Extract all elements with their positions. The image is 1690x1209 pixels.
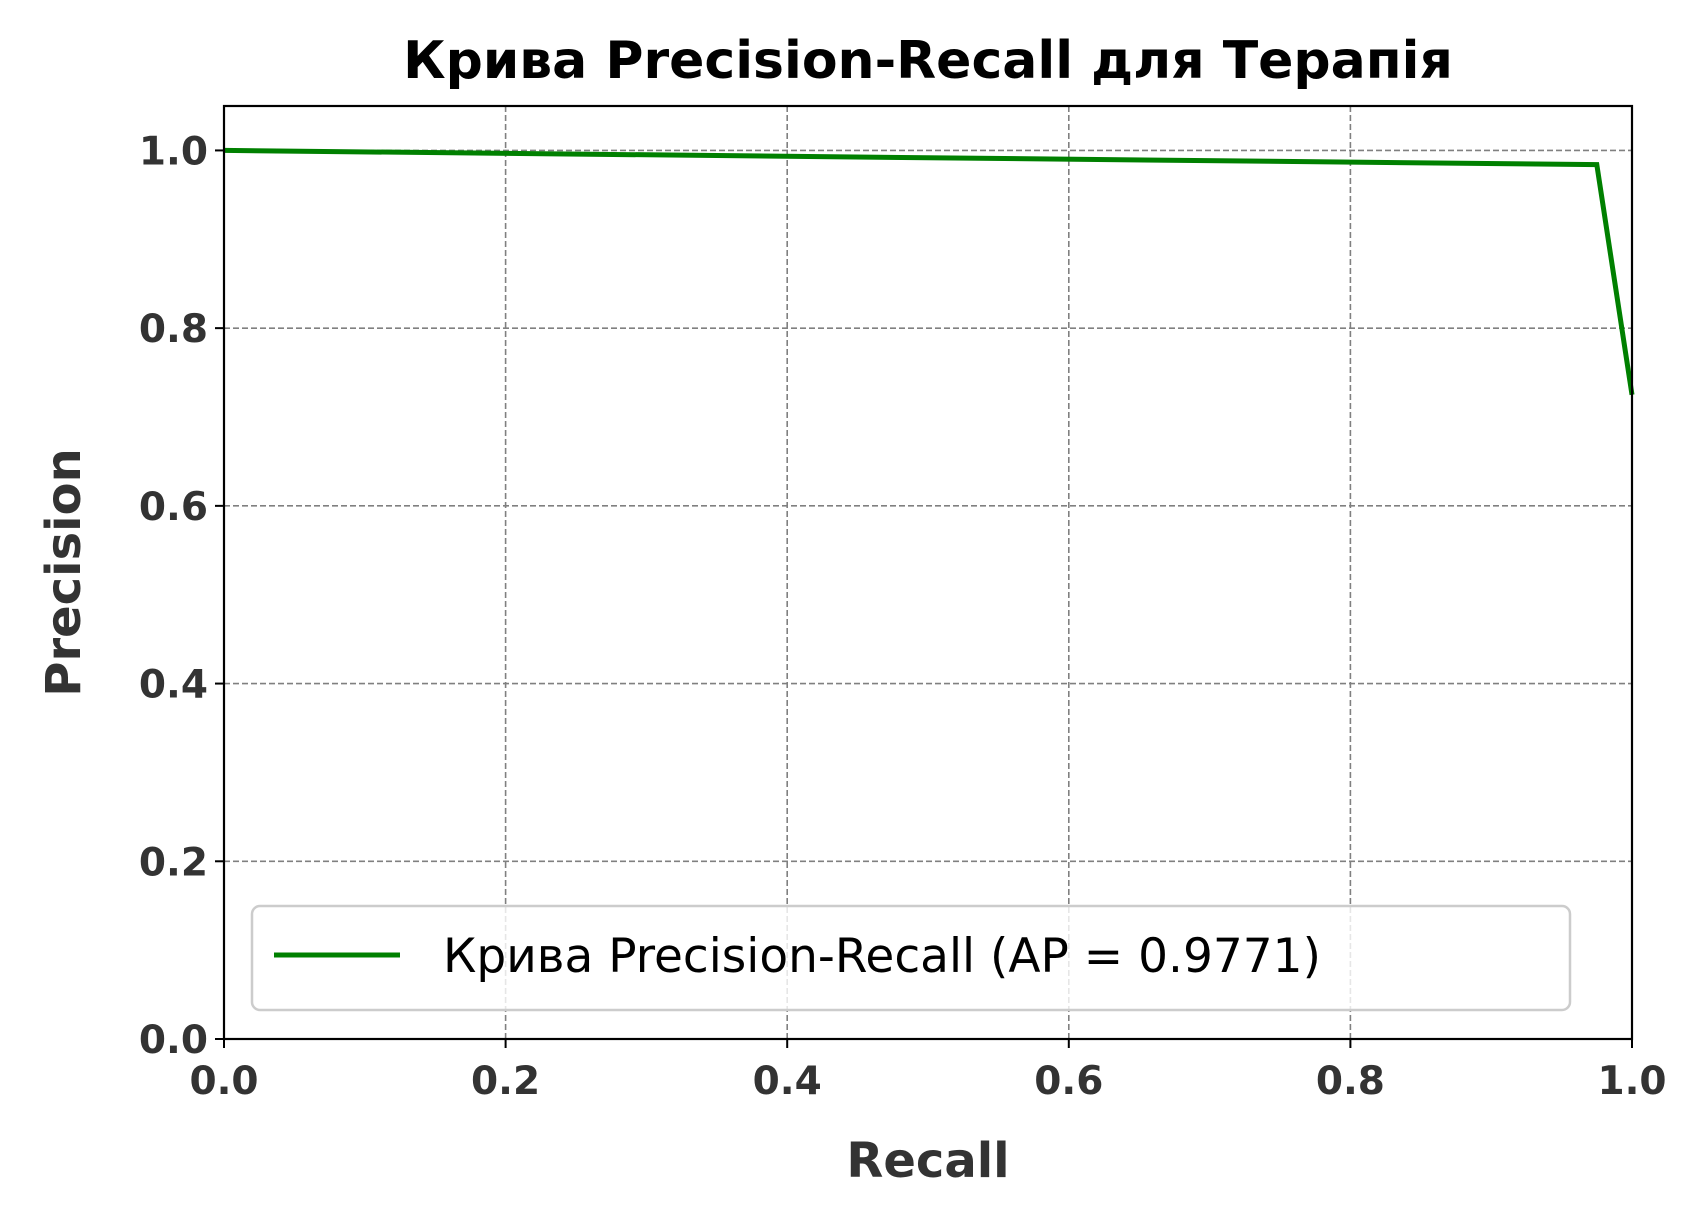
x-tick-label: 0.2	[471, 1059, 540, 1104]
series-line	[223, 147, 1635, 396]
y-axis-label: Precision	[36, 448, 92, 696]
chart-title: Крива Precision-Recall для Терапія	[403, 31, 1453, 91]
y-tick-label: 0.0	[139, 1018, 208, 1063]
x-tick-label: 1.0	[1597, 1059, 1666, 1104]
x-tick-label: 0.8	[1316, 1059, 1385, 1104]
y-tick-label: 1.0	[139, 129, 208, 174]
legend: Крива Precision-Recall (AP = 0.9771)	[250, 904, 1572, 1012]
y-tick-label: 0.2	[139, 840, 208, 885]
y-tick-label: 0.8	[139, 307, 208, 352]
grid	[223, 106, 1633, 1040]
y-tick-label: 0.6	[139, 485, 208, 530]
legend-box	[250, 904, 1572, 1012]
series-layer	[223, 147, 1635, 396]
x-tick-label: 0.4	[753, 1059, 822, 1104]
axis-ticks: 0.0 0.2 0.4 0.6 0.8 1.0 0.0 0.2 0.4 0.6 0.8 1.0	[139, 129, 1667, 1104]
plot-frame	[222, 104, 1634, 1041]
x-tick-label: 0.0	[189, 1059, 258, 1104]
y-tick-label: 0.4	[139, 663, 208, 708]
x-axis-label: Recall	[846, 1133, 1009, 1189]
x-tick-label: 0.6	[1034, 1059, 1103, 1104]
legend-label: Крива Precision-Recall (AP = 0.9771)	[443, 929, 1321, 984]
